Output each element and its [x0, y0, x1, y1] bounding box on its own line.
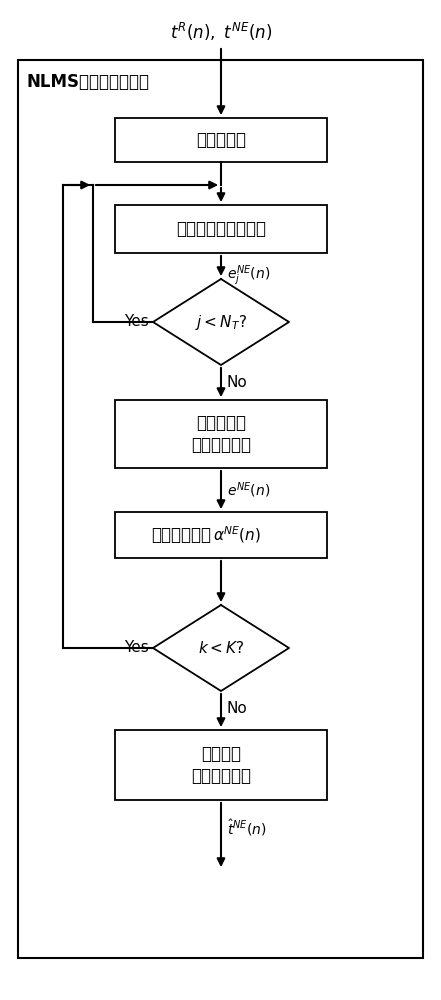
Text: Yes: Yes [124, 641, 149, 656]
Text: 误差信号矢量: 误差信号矢量 [191, 436, 251, 454]
Bar [18, 60, 423, 958]
Text: $\hat{t}^{NE}(n)$: $\hat{t}^{NE}(n)$ [227, 818, 267, 838]
Bar [115, 118, 327, 162]
Text: $\alpha^{NE}(n)$: $\alpha^{NE}(n)$ [213, 525, 261, 545]
Bar [115, 730, 327, 800]
Text: $t^{R}(n),\ t^{NE}(n)$: $t^{R}(n),\ t^{NE}(n)$ [170, 21, 272, 43]
Text: No: No [226, 375, 247, 390]
Polygon shape [153, 605, 289, 691]
Text: NLMS自适应滤波处理: NLMS自适应滤波处理 [26, 73, 149, 91]
Text: $j < N_T?$: $j < N_T?$ [195, 312, 247, 332]
Text: $k<K?$: $k<K?$ [198, 640, 244, 656]
Text: $e_j^{NE}(n)$: $e_j^{NE}(n)$ [227, 264, 270, 288]
Text: Yes: Yes [124, 314, 149, 330]
Text: 更新权值向量: 更新权值向量 [151, 526, 211, 544]
Text: 构建近端: 构建近端 [201, 745, 241, 763]
Bar [115, 400, 327, 468]
Text: 计算单天线误差信号: 计算单天线误差信号 [176, 220, 266, 238]
Bar [115, 512, 327, 558]
Polygon shape [153, 279, 289, 365]
Text: 估计信号矩阵: 估计信号矩阵 [191, 767, 251, 785]
Text: 构建多天线: 构建多天线 [196, 414, 246, 432]
Bar [115, 205, 327, 253]
Text: $e^{NE}(n)$: $e^{NE}(n)$ [227, 480, 270, 500]
Text: No: No [226, 701, 247, 716]
Text: 设置初始值: 设置初始值 [196, 131, 246, 149]
